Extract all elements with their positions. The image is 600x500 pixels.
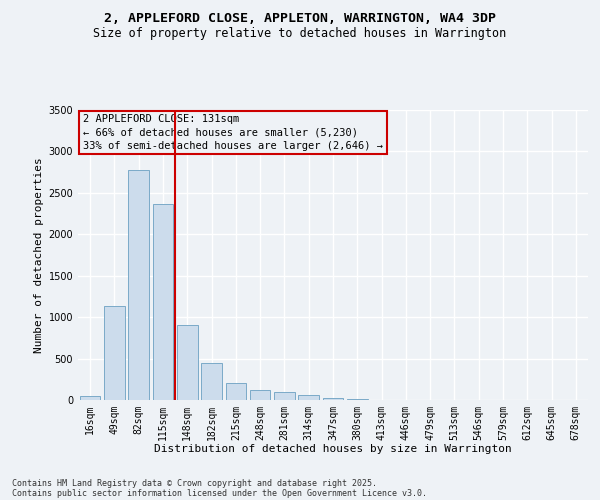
- Bar: [226, 384, 246, 400]
- Text: Size of property relative to detached houses in Warrington: Size of property relative to detached ho…: [94, 28, 506, 40]
- Bar: [80, 396, 100, 400]
- Bar: [347, 399, 368, 400]
- X-axis label: Distribution of detached houses by size in Warrington: Distribution of detached houses by size …: [154, 444, 512, 454]
- Bar: [201, 362, 222, 400]
- Text: 2 APPLEFORD CLOSE: 131sqm
← 66% of detached houses are smaller (5,230)
33% of se: 2 APPLEFORD CLOSE: 131sqm ← 66% of detac…: [83, 114, 383, 151]
- Bar: [274, 392, 295, 400]
- Bar: [177, 326, 197, 400]
- Bar: [298, 394, 319, 400]
- Text: Contains HM Land Registry data © Crown copyright and database right 2025.: Contains HM Land Registry data © Crown c…: [12, 478, 377, 488]
- Bar: [152, 204, 173, 400]
- Bar: [128, 170, 149, 400]
- Y-axis label: Number of detached properties: Number of detached properties: [34, 157, 44, 353]
- Text: 2, APPLEFORD CLOSE, APPLETON, WARRINGTON, WA4 3DP: 2, APPLEFORD CLOSE, APPLETON, WARRINGTON…: [104, 12, 496, 26]
- Bar: [323, 398, 343, 400]
- Bar: [104, 306, 125, 400]
- Bar: [250, 390, 271, 400]
- Text: Contains public sector information licensed under the Open Government Licence v3: Contains public sector information licen…: [12, 488, 427, 498]
